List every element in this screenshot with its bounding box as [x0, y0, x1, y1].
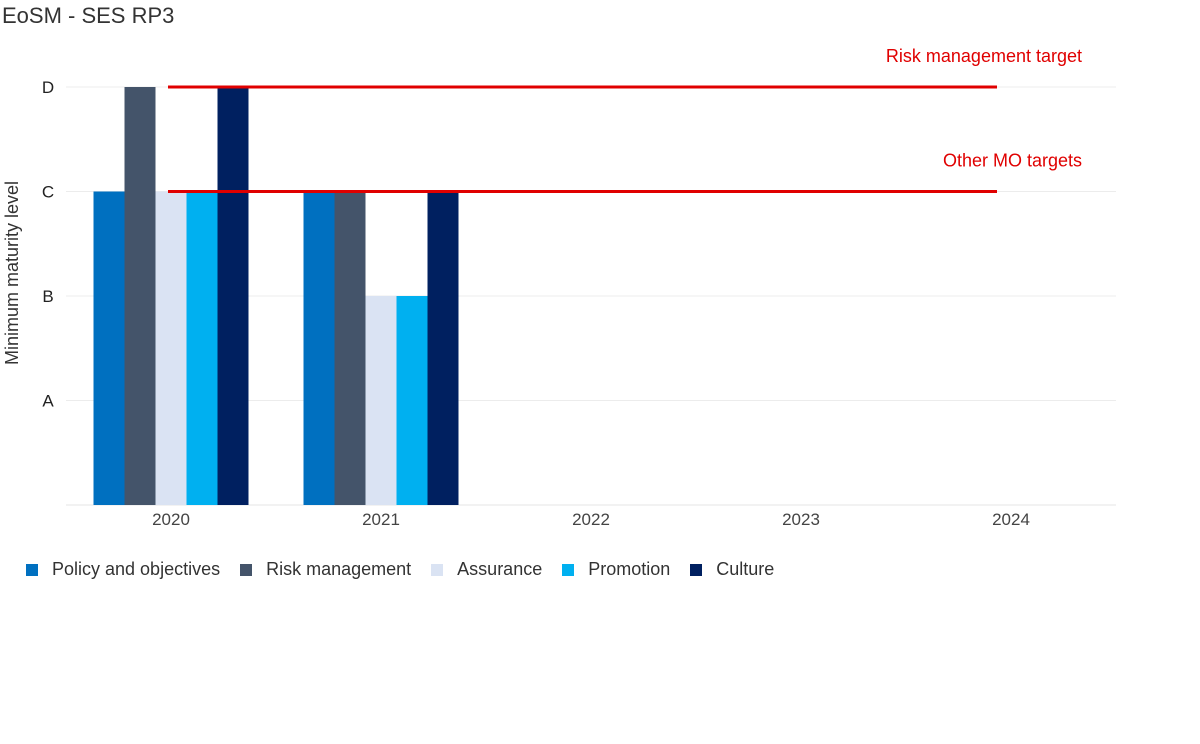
bar [396, 296, 428, 505]
legend-item[interactable]: Promotion [562, 559, 670, 580]
legend-label: Assurance [457, 559, 543, 579]
legend-swatch [562, 563, 575, 576]
legend-swatch [240, 563, 253, 576]
chart-title: EoSM - SES RP3 [2, 3, 175, 28]
legend-item[interactable]: Culture [690, 559, 774, 580]
target-label: Risk management target [886, 46, 1082, 66]
bar [186, 191, 218, 505]
y-tick-label: C [42, 183, 54, 202]
legend-item[interactable]: Assurance [431, 559, 542, 580]
x-tick-label: 2024 [992, 510, 1030, 529]
x-axis-ticks: 2020 2021 2022 2023 2024 [152, 510, 1030, 529]
bar [427, 191, 459, 505]
bar [124, 87, 156, 505]
x-tick-label: 2023 [782, 510, 820, 529]
x-tick-label: 2020 [152, 510, 190, 529]
bar [365, 296, 397, 505]
bar [334, 191, 366, 505]
bar [155, 191, 187, 505]
legend-label: Risk management [266, 559, 412, 579]
legend-label: Promotion [588, 559, 671, 579]
y-tick-label: B [42, 287, 53, 306]
y-axis-ticks: A B C D [42, 78, 54, 411]
legend-item[interactable]: Risk management [240, 559, 411, 580]
y-axis-label: Minimum maturity level [2, 181, 22, 365]
legend-swatch [431, 563, 444, 576]
bars [93, 87, 459, 505]
bar [93, 191, 125, 505]
bar [303, 191, 335, 505]
legend-swatch [690, 563, 703, 576]
target-lines: Risk management target Other MO targets [168, 46, 1082, 193]
bar [217, 87, 249, 505]
x-tick-label: 2021 [362, 510, 400, 529]
legend: Policy and objectives Risk management Assu… [26, 559, 794, 580]
y-tick-label: D [42, 78, 54, 97]
legend-label: Culture [716, 559, 775, 579]
y-tick-label: A [42, 392, 54, 411]
legend-item[interactable]: Policy and objectives [26, 559, 220, 580]
target-label: Other MO targets [943, 151, 1082, 171]
legend-label: Policy and objectives [52, 559, 221, 579]
legend-swatch [26, 563, 38, 576]
x-tick-label: 2022 [572, 510, 610, 529]
